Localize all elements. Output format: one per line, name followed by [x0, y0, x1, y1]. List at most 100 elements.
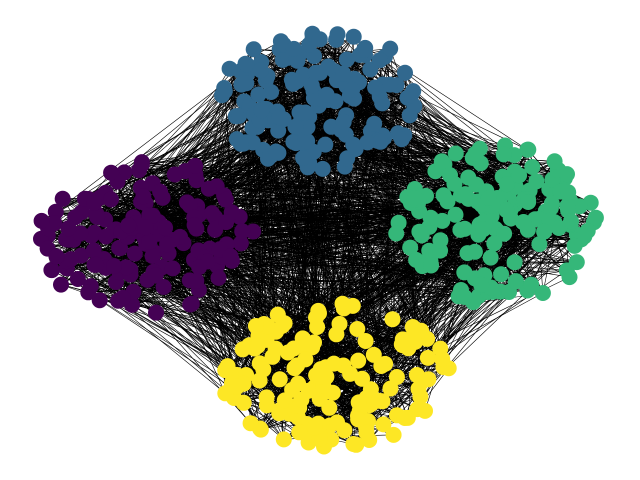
graph-edge	[368, 223, 571, 441]
community-yellow-node	[217, 385, 234, 402]
community-yellow-node	[293, 391, 310, 408]
community-yellow-node	[362, 381, 379, 398]
graph-edge	[242, 230, 575, 247]
community-yellow-node	[274, 317, 291, 334]
community-green-node	[493, 266, 510, 283]
community-green-node	[475, 221, 492, 238]
community-green-node	[520, 141, 537, 158]
community-yellow-node	[358, 424, 375, 441]
community-blue-node	[371, 52, 388, 69]
graph-edge	[195, 173, 524, 223]
graph-edge	[88, 292, 238, 387]
community-green-node	[423, 257, 440, 274]
graph-edge	[440, 292, 544, 349]
community-green-node	[460, 169, 477, 186]
community-green-node	[587, 209, 604, 226]
community-green-node	[439, 193, 456, 210]
community-yellow-node	[334, 295, 351, 312]
community-purple-node	[46, 215, 63, 232]
community-yellow-node	[336, 422, 353, 439]
community-yellow-node	[405, 328, 422, 345]
community-green-node	[411, 223, 428, 240]
community-blue-node	[299, 133, 316, 150]
community-blue-node	[374, 95, 391, 112]
community-green-node	[506, 254, 523, 271]
community-purple-node	[232, 235, 249, 252]
community-purple-node	[120, 217, 137, 234]
graph-edge	[216, 186, 441, 349]
community-purple-node	[144, 207, 161, 224]
community-yellow-node	[234, 341, 251, 358]
community-blue-node	[252, 62, 269, 79]
community-blue-node	[267, 143, 284, 160]
community-yellow-node	[279, 344, 296, 361]
community-green-node	[566, 237, 583, 254]
community-purple-node	[33, 212, 50, 229]
community-green-node	[457, 186, 474, 203]
community-yellow-node	[354, 370, 371, 387]
community-blue-node	[403, 87, 420, 104]
community-purple-node	[155, 279, 172, 295]
community-green-node	[550, 220, 567, 236]
community-green-node	[486, 235, 503, 252]
community-purple-node	[135, 188, 152, 205]
community-yellow-node	[264, 348, 281, 365]
community-purple-node	[103, 164, 120, 181]
community-blue-node	[345, 28, 362, 45]
graph-edge	[222, 188, 415, 258]
community-purple-node	[144, 248, 161, 264]
community-purple-node	[217, 191, 234, 208]
community-purple-node	[85, 242, 102, 259]
community-green-node	[561, 269, 578, 286]
community-purple-node	[126, 245, 143, 262]
community-blue-node	[381, 76, 398, 93]
community-yellow-node	[350, 352, 367, 369]
community-green-node	[473, 276, 490, 293]
community-yellow-node	[348, 436, 365, 453]
community-purple-node	[80, 284, 97, 301]
community-purple-node	[60, 220, 77, 237]
community-blue-node	[253, 102, 270, 119]
community-blue-node	[285, 40, 302, 57]
community-green-node	[542, 200, 559, 216]
community-yellow-node	[276, 392, 293, 409]
community-purple-node	[89, 208, 106, 225]
community-blue-node	[335, 113, 352, 130]
community-green-node	[452, 221, 469, 238]
community-purple-node	[148, 304, 164, 321]
community-green-node	[511, 167, 528, 184]
graph-edge	[147, 279, 281, 411]
community-green-node	[520, 194, 537, 210]
graph-edge	[147, 279, 320, 314]
community-purple-node	[69, 271, 86, 287]
community-blue-node	[245, 41, 262, 58]
community-blue-node	[297, 104, 314, 121]
community-yellow-node	[297, 351, 314, 368]
community-blue-node	[366, 115, 383, 132]
graph-nodes	[33, 25, 604, 455]
community-blue-node	[317, 136, 334, 153]
community-yellow-node	[306, 419, 323, 436]
community-purple-node	[191, 259, 208, 276]
community-yellow-node	[311, 368, 328, 385]
graph-edge	[319, 221, 555, 400]
community-green-node	[388, 225, 405, 242]
community-blue-node	[238, 56, 255, 73]
community-purple-node	[53, 276, 69, 293]
community-green-node	[422, 209, 439, 226]
community-green-node	[402, 239, 419, 256]
community-blue-node	[307, 64, 324, 81]
community-blue-node	[393, 131, 410, 148]
community-green-node	[499, 176, 515, 193]
community-purple-node	[118, 259, 135, 276]
graph-edge	[217, 199, 415, 225]
graph-edge	[125, 267, 280, 414]
community-green-node	[524, 159, 541, 175]
community-purple-node	[152, 183, 169, 200]
community-yellow-node	[321, 399, 338, 416]
community-yellow-node	[417, 402, 433, 419]
community-blue-node	[250, 86, 267, 103]
community-purple-node	[157, 219, 174, 236]
community-blue-node	[231, 107, 248, 124]
graph-edge	[195, 153, 476, 167]
